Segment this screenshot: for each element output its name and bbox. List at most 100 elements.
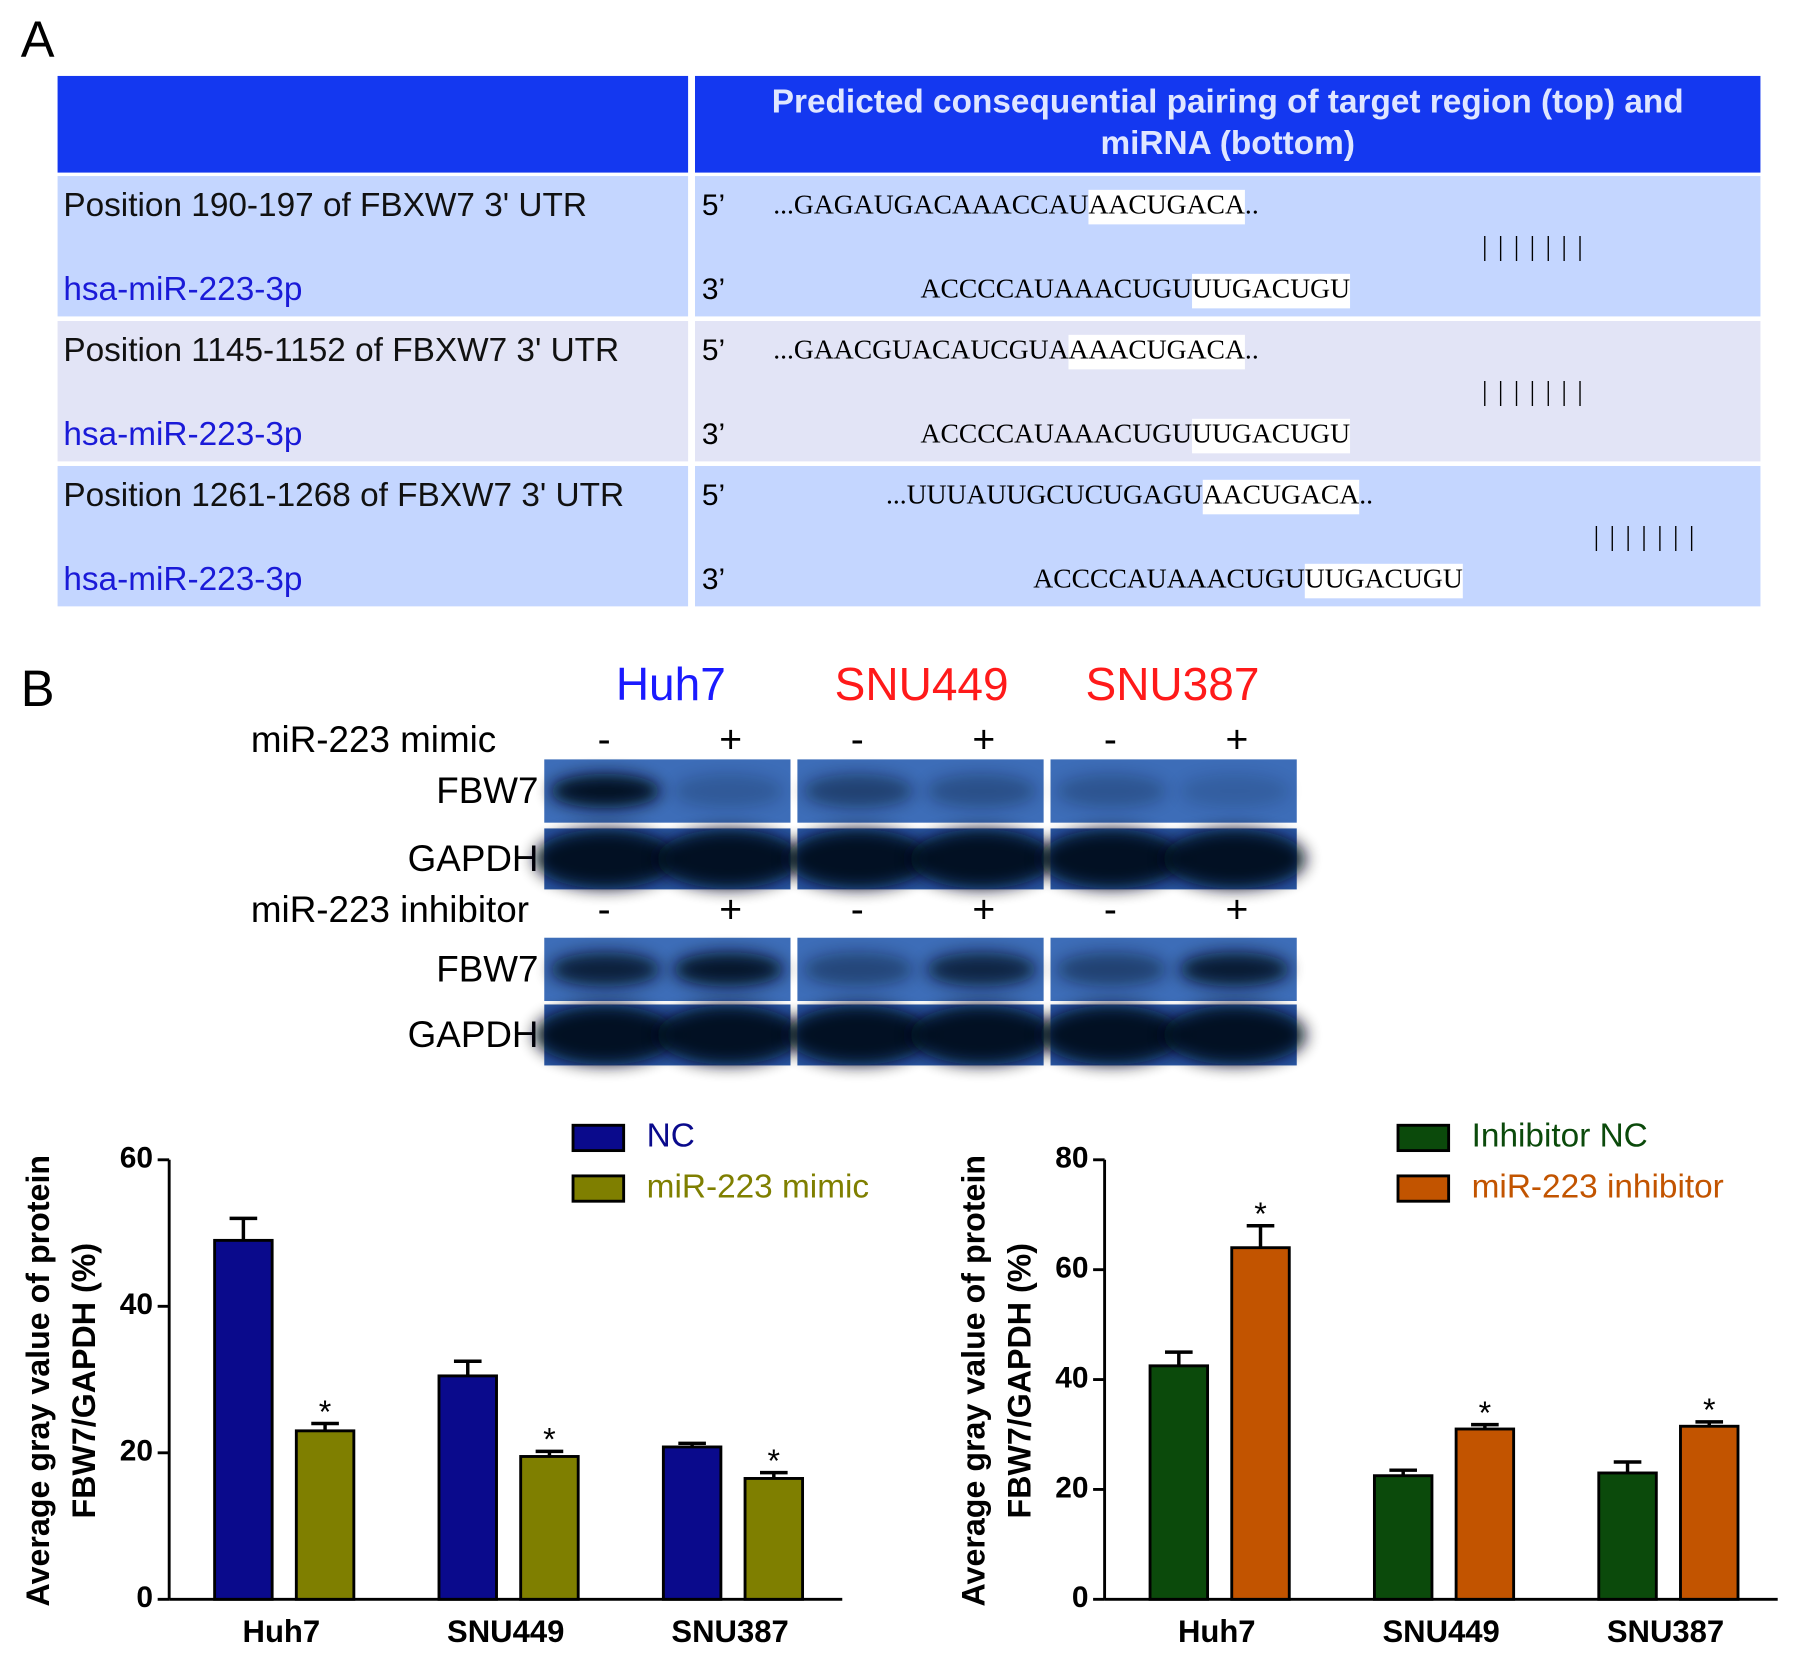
y-tick-label: 40 xyxy=(1055,1361,1088,1394)
legend-swatch xyxy=(571,1123,626,1153)
bar xyxy=(1597,1471,1658,1601)
legend-label: NC xyxy=(647,1118,695,1155)
band xyxy=(1179,952,1290,987)
seed-highlight xyxy=(1304,563,1463,599)
row-cell xyxy=(57,465,689,607)
bar xyxy=(519,1455,580,1601)
band-label: GAPDH xyxy=(408,1014,539,1055)
sign: - xyxy=(598,889,611,932)
band-label: FBW7 xyxy=(436,770,538,811)
pairing: ||||||| xyxy=(1482,230,1593,261)
sign: - xyxy=(1104,889,1117,932)
row-cell xyxy=(57,321,689,462)
bar xyxy=(294,1429,356,1601)
band xyxy=(1163,829,1306,889)
cell-line: SNU449 xyxy=(835,658,1009,710)
sign: - xyxy=(598,718,611,761)
end-label: 5’ xyxy=(702,189,725,222)
sequence: ACCCCAUAAACUGU xyxy=(1033,562,1305,593)
header-text: miRNA (bottom) xyxy=(1100,125,1354,162)
significance: * xyxy=(768,1443,781,1479)
bar xyxy=(1372,1474,1434,1601)
cell-line: Huh7 xyxy=(616,658,726,710)
sequence: AAACUGACA xyxy=(1069,333,1245,364)
sign: + xyxy=(719,718,742,761)
seed-highlight xyxy=(1068,334,1245,370)
y-tick-label: 20 xyxy=(120,1435,153,1468)
bar xyxy=(1230,1246,1291,1601)
x-tick-label: SNU449 xyxy=(1382,1614,1499,1649)
significance: * xyxy=(543,1422,556,1458)
band xyxy=(910,829,1053,889)
x-tick-label: Huh7 xyxy=(1178,1614,1256,1649)
sequence: AACUGACA xyxy=(1203,478,1360,509)
end-label: 3’ xyxy=(702,418,725,451)
band xyxy=(1056,952,1167,987)
band xyxy=(673,773,784,809)
sequence: .. xyxy=(1245,333,1259,364)
x-tick-label: SNU387 xyxy=(1607,1614,1724,1649)
y-tick-label: 80 xyxy=(1055,1142,1088,1175)
legend-swatch xyxy=(1396,1174,1451,1203)
y-tick-label: 40 xyxy=(120,1288,153,1321)
position-label: Position 1145-1152 of FBXW7 3' UTR xyxy=(63,332,619,369)
end-label: 3’ xyxy=(702,563,725,596)
sign: + xyxy=(719,889,742,932)
pairing: ||||||| xyxy=(1594,520,1705,551)
sign: - xyxy=(851,718,864,761)
significance: * xyxy=(319,1394,332,1430)
band-label: FBW7 xyxy=(436,948,538,989)
x-tick-label: SNU449 xyxy=(447,1614,564,1649)
sequence: .. xyxy=(1359,478,1373,509)
band xyxy=(657,829,800,889)
seed-highlight xyxy=(1088,189,1245,225)
band xyxy=(787,1005,930,1065)
band xyxy=(550,952,661,987)
y-tick-label: 60 xyxy=(1055,1252,1088,1285)
header-cell xyxy=(57,75,689,173)
x-tick-label: SNU387 xyxy=(671,1614,788,1649)
seed-highlight xyxy=(1192,418,1351,454)
band xyxy=(926,773,1037,809)
header-cell xyxy=(694,75,1761,173)
bar xyxy=(743,1477,805,1601)
panel-label: B xyxy=(21,660,55,717)
legend-swatch xyxy=(1396,1123,1451,1153)
panel-label: A xyxy=(21,11,55,68)
y-tick-label: 60 xyxy=(120,1142,153,1175)
band xyxy=(1040,1005,1183,1065)
seed-highlight xyxy=(1202,479,1360,515)
significance: * xyxy=(1703,1392,1716,1428)
y-axis-label: Average gray value of protein xyxy=(955,1155,991,1607)
legend-label: miR-223 mimic xyxy=(647,1168,869,1205)
end-label: 3’ xyxy=(702,273,725,306)
band xyxy=(673,952,784,987)
band-label: GAPDH xyxy=(408,838,539,879)
bar xyxy=(213,1238,274,1601)
condition-label: miR-223 mimic xyxy=(251,719,496,760)
sign: + xyxy=(972,889,995,932)
legend-label: miR-223 inhibitor xyxy=(1472,1168,1724,1205)
band xyxy=(787,829,930,889)
legend-swatch xyxy=(571,1174,626,1203)
sequence: UUGACUGU xyxy=(1192,272,1350,303)
sign: + xyxy=(1226,889,1249,932)
sequence: .. xyxy=(1245,188,1259,219)
seed-highlight xyxy=(1192,273,1351,309)
bar xyxy=(1454,1427,1516,1601)
sign: + xyxy=(972,718,995,761)
mirna-label: hsa-miR-223-3p xyxy=(63,271,302,308)
band xyxy=(1179,773,1290,809)
band xyxy=(803,773,914,809)
band xyxy=(657,1005,800,1065)
band xyxy=(910,1005,1053,1065)
y-tick-label: 0 xyxy=(1072,1581,1089,1614)
y-tick-label: 0 xyxy=(136,1581,153,1614)
mirna-label: hsa-miR-223-3p xyxy=(63,561,302,598)
bar xyxy=(437,1374,498,1601)
position-label: Position 190-197 of FBXW7 3' UTR xyxy=(63,187,587,224)
y-axis-label: FBW7/GAPDH (%) xyxy=(66,1243,102,1519)
x-tick-label: Huh7 xyxy=(243,1614,321,1649)
band xyxy=(1163,1005,1306,1065)
band xyxy=(803,952,914,987)
